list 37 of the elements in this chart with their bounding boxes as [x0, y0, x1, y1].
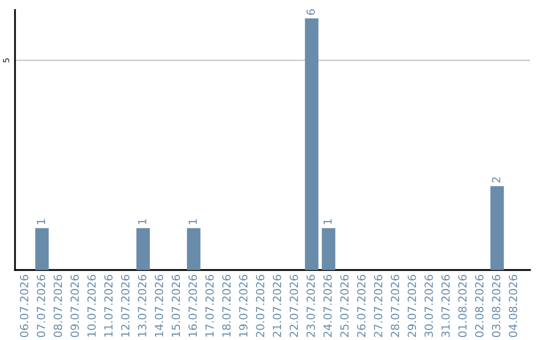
x-tick-label: 04.08.2026: [508, 274, 518, 338]
x-tick-label: 29.07.2026: [408, 274, 416, 337]
x-tick-label: 03.08.2026: [492, 274, 500, 338]
x-tick-label: 11.07.2026: [104, 274, 113, 337]
x-tick-label: 09.07.2026: [70, 274, 79, 338]
x-tick-label: 27.07.2026: [374, 274, 382, 337]
x-tick-label: 15.07.2026: [172, 274, 180, 337]
x-tick-label: 10.07.2026: [87, 274, 96, 337]
x-tick-label: 02.08.2026: [475, 274, 484, 338]
data-label: 1: [324, 219, 332, 224]
data-label: 1: [188, 219, 197, 224]
x-tick-label: 08.07.2026: [54, 274, 62, 338]
x-tick-label: 25.07.2026: [340, 274, 349, 337]
x-tick-label: 22.07.2026: [290, 274, 298, 337]
x-tick-label: 26.07.2026: [357, 274, 366, 337]
x-tick-label: 17.07.2026: [205, 274, 214, 337]
data-label: 1: [36, 219, 46, 224]
x-tick-label: 23.07.2026: [306, 274, 315, 337]
x-tick-label: 14.07.2026: [154, 274, 164, 337]
x-tick-label: 21.07.2026: [272, 274, 282, 337]
x-tick-label: 28.07.2026: [390, 274, 400, 337]
data-label: 6: [306, 9, 315, 15]
x-tick-label: 06.07.2026: [20, 274, 28, 338]
x-tick-label: 12.07.2026: [121, 274, 130, 337]
x-tick-label: 30.07.2026: [424, 274, 433, 337]
y-tick-label: 5: [3, 58, 10, 62]
x-tick-label: 01.08.2026: [458, 274, 467, 338]
x-tick-label: 31.07.2026: [441, 274, 450, 337]
x-tick-label: 18.07.2026: [222, 274, 231, 337]
x-tick-label: 07.07.2026: [36, 274, 46, 338]
x-tick-label: 20.07.2026: [256, 274, 264, 337]
x-tick-label: 19.07.2026: [239, 274, 248, 337]
x-tick-label: 16.07.2026: [188, 274, 197, 337]
data-label: 1: [138, 219, 146, 224]
x-tick-label: 13.07.2026: [138, 274, 146, 337]
data-label: 2: [492, 177, 500, 183]
x-tick-label: 24.07.2026: [323, 274, 332, 337]
